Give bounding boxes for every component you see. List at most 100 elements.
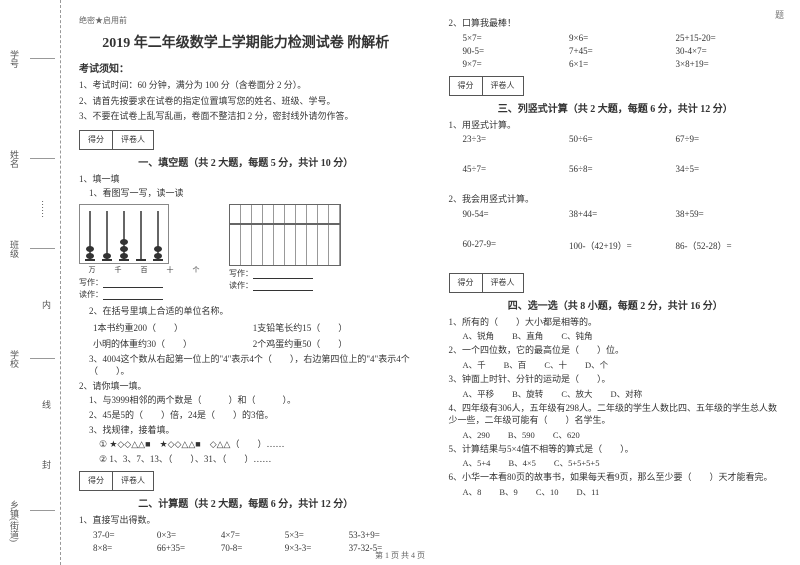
- side-title: 题: [773, 10, 786, 19]
- s4-q1: 1、所有的（ ）大小都是相等的。: [449, 316, 783, 329]
- opt: C、5+5+5+5: [554, 458, 600, 468]
- q1-sub3: 3、4004这个数从右起第一位上的"4"表示4个（ ），右边第四位上的"4"表示…: [89, 353, 413, 378]
- bead: [86, 253, 94, 259]
- blank[interactable]: [253, 269, 313, 279]
- opt: A、5+4: [463, 458, 491, 468]
- write-read-left: 写作： 读作：: [79, 277, 209, 300]
- c: 60-27-9=: [463, 239, 570, 252]
- s3-r3: 90-54=38+44=38+59=: [463, 209, 783, 219]
- q1-sub2: 2、在括号里填上合适的单位名称。: [89, 305, 413, 318]
- spacer: [449, 255, 783, 269]
- c: 0×3=: [157, 530, 221, 540]
- c: 5×7=: [463, 33, 570, 43]
- write-label: 写作：: [229, 268, 359, 279]
- score-label: 得分: [450, 77, 483, 95]
- place: 千: [115, 265, 122, 275]
- q1-sub1: 1、看图写一写，读一读: [89, 187, 413, 200]
- page-footer: 第 1 页 共 4 页: [0, 550, 800, 561]
- s4-o6: A、8B、9C、10D、11: [463, 486, 783, 498]
- left-column: 绝密★启用前 2019 年二年级数学上学期能力检测试卷 附解析 考试须知： 1、…: [61, 0, 431, 565]
- q2-head: 2、请你填一填。: [79, 380, 413, 393]
- c: 34÷5=: [676, 164, 783, 174]
- place: 百: [141, 265, 148, 275]
- c: 90-54=: [463, 209, 570, 219]
- opt: B、590: [508, 430, 535, 440]
- unit-row-1: 1本书约重200（ ） 1支铅笔长约15（ ）: [93, 321, 413, 334]
- calc-head2: 2、口算我最棒！: [449, 17, 783, 30]
- blank[interactable]: [103, 278, 163, 288]
- instr-3: 3、不要在试卷上乱写乱画，卷面不整洁扣 2 分，密封线外请勿作答。: [79, 110, 413, 123]
- s4-o5: A、5+4B、4×5C、5+5+5+5: [463, 457, 783, 469]
- exam-title: 2019 年二年级数学上学期能力检测试卷 附解析: [79, 32, 413, 52]
- counter: [79, 204, 169, 264]
- s4-q3: 3、钟面上时针、分针的运动是（ ）。: [449, 373, 783, 386]
- write-read-right: 写作： 读作：: [229, 268, 359, 291]
- grader-label: 评卷人: [113, 472, 153, 490]
- c: 23÷3=: [463, 134, 570, 144]
- confidential: 绝密★启用前: [79, 15, 413, 26]
- section-3-title: 三、列竖式计算（共 2 大题，每题 6 分，共计 12 分）: [449, 100, 783, 115]
- read-label: 读作：: [229, 280, 359, 291]
- notice-title: 考试须知：: [79, 60, 413, 75]
- s4-q5: 5、计算结果与5×4值不相等的算式是（ ）。: [449, 443, 783, 456]
- q1-head: 1、填一填: [79, 173, 413, 186]
- section-2-title: 二、计算题（共 2 大题，每题 6 分，共计 12 分）: [79, 495, 413, 510]
- blank[interactable]: [253, 281, 313, 291]
- q2-pat2: ② 1、3、7、13、（ ）、31、（ ）……: [99, 453, 413, 466]
- opt: B、旋转: [512, 389, 543, 399]
- c: 90-5=: [463, 46, 570, 56]
- place-labels: 万 千 百 十 个: [79, 265, 209, 275]
- c: 67÷9=: [676, 134, 783, 144]
- score-box: 得分 评卷人: [449, 76, 524, 96]
- c: 45÷7=: [463, 164, 570, 174]
- s4-o4: A、290B、590C、620: [463, 429, 783, 441]
- margin-line: [30, 510, 55, 511]
- read-label: 读作：: [79, 289, 209, 300]
- read: 读作：: [229, 281, 253, 290]
- s4-o1: A、锐角B、直角C、钝角: [463, 330, 783, 342]
- s3-head1: 1、用竖式计算。: [449, 119, 783, 132]
- margin-xiangzhen: 乡镇(街道): [8, 500, 21, 542]
- bead: [103, 253, 111, 259]
- s3-r2: 45÷7=56÷8=34÷5=: [463, 164, 783, 174]
- margin-line: [30, 158, 55, 159]
- s3-r4: 60-27-9=100-（42+19）=86-（52-28）=: [463, 239, 783, 252]
- read: 读作：: [79, 290, 103, 299]
- instr-1: 1、考试时间：60 分钟，满分为 100 分（含卷面分 2 分）。: [79, 79, 413, 92]
- bead: [120, 246, 128, 252]
- rod: [136, 211, 146, 261]
- opt: A、千: [463, 360, 486, 370]
- page: 题 学号 姓名 班级 学校 乡镇(街道) 内 线 封 …… 绝密★启用前 201…: [0, 0, 800, 565]
- rod: [119, 211, 129, 261]
- unit-d: 2个鸡蛋约重50（ ）: [253, 337, 413, 350]
- opt: B、直角: [512, 331, 543, 341]
- spacer: [449, 177, 783, 191]
- abacus: [229, 204, 341, 266]
- instr-2: 2、请首先按要求在试卷的指定位置填写您的姓名、班级、学号。: [79, 95, 413, 108]
- s4-q4: 4、四年级有306人，五年级有298人。二年级的学生人数比四、五年级的学生总人数…: [449, 402, 783, 427]
- s4-q2: 2、一个四位数，它的最高位是（ ）位。: [449, 344, 783, 357]
- c: 4×7=: [221, 530, 285, 540]
- blank[interactable]: [103, 290, 163, 300]
- opt: B、百: [504, 360, 527, 370]
- binding-margin: 学号 姓名 班级 学校 乡镇(街道) 内 线 封 ……: [0, 0, 61, 565]
- figures: 万 千 百 十 个 写作： 读作： 写作： 读作：: [79, 204, 413, 301]
- write-label: 写作：: [79, 277, 209, 288]
- opt: C、放大: [561, 389, 592, 399]
- opt: C、钝角: [561, 331, 592, 341]
- bead: [86, 246, 94, 252]
- opt: C、10: [536, 487, 559, 497]
- c: 53-3+9=: [349, 530, 413, 540]
- margin-nei: 内: [40, 300, 53, 309]
- q2-l2: 2、45是5的（ ）倍，24是（ ）的3倍。: [89, 409, 413, 422]
- c: 25+15-20=: [676, 33, 783, 43]
- bead: [154, 253, 162, 259]
- score-label: 得分: [450, 274, 483, 292]
- spacer: [449, 147, 783, 161]
- score-label: 得分: [80, 131, 113, 149]
- grader-label: 评卷人: [113, 131, 153, 149]
- opt: A、8: [463, 487, 482, 497]
- opt: D、个: [585, 360, 608, 370]
- grader-label: 评卷人: [483, 274, 523, 292]
- counter-figure: 万 千 百 十 个 写作： 读作：: [79, 204, 209, 301]
